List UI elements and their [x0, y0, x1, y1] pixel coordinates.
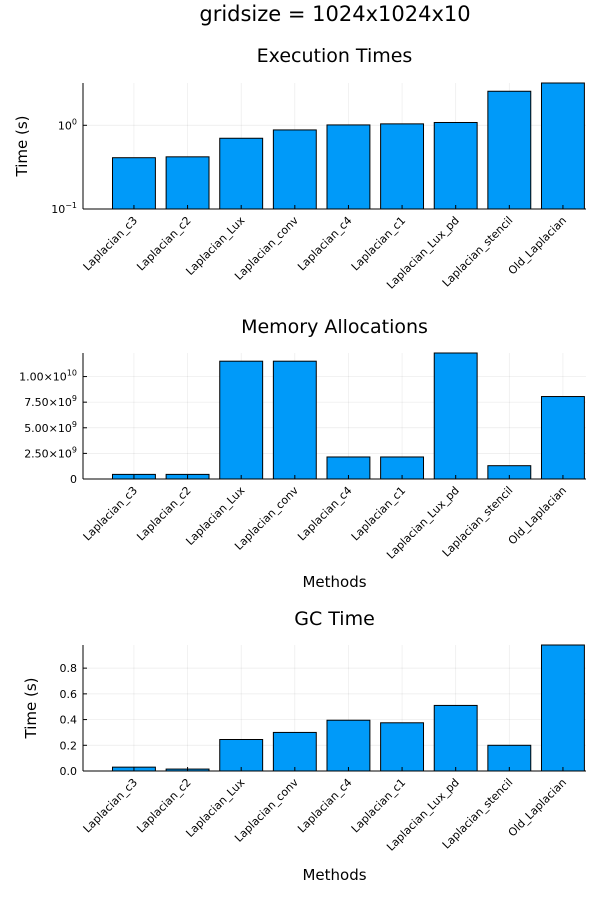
x-tick-label: Laplacian_c3 — [81, 214, 140, 273]
y-tick-label-exponent: 9 — [72, 394, 77, 403]
y-tick-label: 0.4 — [60, 714, 78, 727]
bar-Old_Laplacian — [540, 82, 585, 210]
y-tick-label-base: 0 — [70, 473, 77, 486]
x-tick-label: Laplacian_c4 — [295, 484, 354, 543]
bar-Laplacian_Lux_pd — [433, 704, 478, 772]
y-tick-label-base: 1.00×10 — [19, 371, 67, 384]
x-tick-label: Laplacian_c1 — [349, 214, 408, 273]
y-tick-label-base: 0.2 — [60, 739, 78, 752]
bar-Laplacian_c3 — [111, 157, 156, 210]
y-tick-label-base: 5.00×10 — [24, 422, 72, 435]
x-tick-label: Laplacian_c1 — [349, 776, 408, 835]
chart-panel-2: 02.50×1095.00×1097.50×1091.00×1010Laplac… — [19, 316, 586, 591]
bar-Laplacian_conv — [272, 731, 317, 772]
panel-title: Memory Allocations — [241, 316, 428, 338]
bar-Laplacian_c1 — [380, 722, 425, 772]
panel-title: GC Time — [294, 608, 375, 630]
bar-Laplacian_Lux — [219, 739, 264, 772]
bar-Laplacian_conv — [272, 129, 317, 210]
bar-Laplacian_Lux_pd — [433, 352, 478, 480]
x-tick-label: Laplacian_c3 — [81, 484, 140, 543]
x-tick-label: Old_Laplacian — [506, 484, 569, 547]
x-tick-label: Laplacian_c2 — [134, 776, 193, 835]
y-tick-label-exponent: −1 — [65, 201, 77, 210]
x-tick-label: Laplacian_c1 — [349, 484, 408, 543]
y-tick-label: 0 — [70, 473, 77, 486]
x-tick-label: Laplacian_c4 — [295, 214, 354, 273]
x-tick-label: Laplacian_c2 — [134, 214, 193, 273]
x-tick-label: Old_Laplacian — [506, 776, 569, 839]
bar-Laplacian_c2 — [165, 156, 210, 210]
x-axis-label: Methods — [302, 866, 366, 884]
y-tick-label-base: 0.6 — [60, 688, 78, 701]
y-tick-label-exponent: 0 — [72, 117, 77, 126]
y-axis-label: Time (s) — [22, 678, 40, 740]
y-tick-label: 100 — [58, 117, 77, 132]
x-tick-label: Laplacian_c2 — [134, 484, 193, 543]
y-tick-label-base: 10 — [51, 203, 65, 216]
bar-Laplacian_stencil — [487, 90, 532, 210]
bar-Old_Laplacian — [540, 644, 585, 772]
x-tick-label: Old_Laplacian — [506, 214, 569, 277]
y-axis-label: Time (s) — [13, 116, 31, 178]
y-tick-label: 0.0 — [60, 765, 78, 778]
y-tick-label-base: 0.4 — [60, 714, 78, 727]
bar-Laplacian_c4 — [326, 124, 371, 210]
y-tick-label: 1.00×1010 — [19, 369, 77, 384]
chart-panels: 10−1100Laplacian_c3Laplacian_c2Laplacian… — [13, 45, 586, 884]
bar-Laplacian_Lux — [219, 360, 264, 480]
bar-Old_Laplacian — [540, 396, 585, 480]
bar-Laplacian_conv — [272, 360, 317, 480]
x-tick-label: Laplacian_c4 — [295, 776, 354, 835]
y-tick-label: 2.50×109 — [24, 445, 77, 460]
bar-Laplacian_c4 — [326, 719, 371, 772]
y-tick-label-base: 7.50×10 — [24, 396, 72, 409]
y-tick-label: 10−1 — [51, 201, 77, 216]
y-tick-label: 5.00×109 — [24, 420, 77, 435]
x-tick-label: Laplacian_c3 — [81, 776, 140, 835]
x-axis-label: Methods — [302, 573, 366, 591]
panel-title: Execution Times — [257, 45, 413, 67]
y-tick-label: 7.50×109 — [24, 394, 77, 409]
y-tick-label-base: 10 — [58, 119, 72, 132]
y-tick-label-exponent: 10 — [67, 369, 77, 378]
y-tick-label: 0.2 — [60, 739, 78, 752]
y-tick-label-exponent: 9 — [72, 445, 77, 454]
y-tick-label: 0.6 — [60, 688, 78, 701]
bar-Laplacian_c1 — [380, 123, 425, 210]
y-tick-label-base: 0.8 — [60, 662, 78, 675]
y-tick-label: 0.8 — [60, 662, 78, 675]
chart-panel-1: 10−1100Laplacian_c3Laplacian_c2Laplacian… — [13, 45, 586, 292]
bar-Laplacian_Lux — [219, 137, 264, 210]
y-tick-label-base: 0.0 — [60, 765, 78, 778]
y-tick-label-base: 2.50×10 — [24, 447, 72, 460]
bar-Laplacian_Lux_pd — [433, 121, 478, 210]
figure-title: gridsize = 1024x1024x10 — [199, 2, 470, 26]
y-tick-label-exponent: 9 — [72, 420, 77, 429]
